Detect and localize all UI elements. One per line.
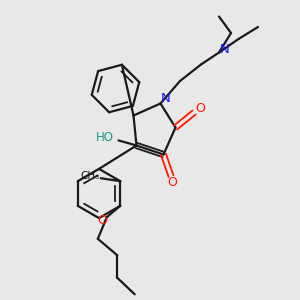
Text: O: O [168, 176, 177, 189]
Text: O: O [195, 101, 205, 115]
Text: HO: HO [95, 131, 113, 144]
Text: N: N [161, 92, 171, 106]
Text: CH₃: CH₃ [80, 171, 99, 181]
Text: O: O [98, 214, 107, 227]
Text: N: N [220, 43, 229, 56]
